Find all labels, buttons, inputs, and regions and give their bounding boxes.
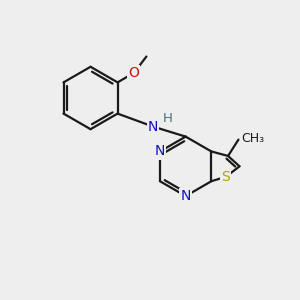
Text: O: O [128, 66, 140, 80]
Text: S: S [222, 170, 230, 184]
Text: O: O [128, 66, 140, 80]
Text: CH₃: CH₃ [242, 132, 265, 145]
Text: N: N [155, 145, 165, 158]
Text: N: N [181, 189, 191, 203]
Text: N: N [148, 120, 158, 134]
Text: H: H [162, 112, 172, 125]
